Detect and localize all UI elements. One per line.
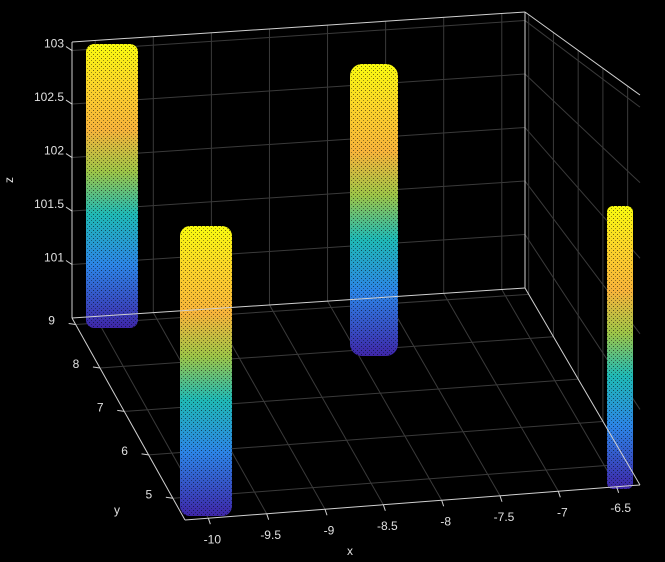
grid-line: [71, 180, 526, 212]
point-cloud: [86, 44, 633, 516]
y-tick: [117, 409, 125, 412]
x-tick-label: -8.5: [377, 519, 398, 533]
box-edge: [71, 287, 526, 319]
grid-line: [327, 300, 443, 501]
z-tick: [65, 206, 73, 212]
grid-line: [71, 20, 526, 52]
axis-layer: -10 -9.5 -9 -8.5 -8 -7.5 -7 -6.5 5 6 7 8 9 101 101.5 10…: [34, 11, 641, 546]
x-tick: [441, 500, 445, 507]
z-tick: [65, 260, 73, 265]
x-axis-label: x: [347, 544, 353, 558]
x-tick-label: -7: [557, 505, 568, 519]
trunk-texture: [180, 226, 232, 516]
x-tick-label: -6.5: [610, 501, 631, 515]
x-tick-label: -7.5: [494, 510, 515, 524]
x-tick: [499, 495, 503, 502]
grid-line: [385, 296, 501, 497]
x-tick-label: -9: [324, 523, 335, 537]
z-tick-label: 102: [44, 144, 64, 158]
x-tick: [557, 491, 561, 498]
y-tick-label: 9: [48, 314, 55, 328]
grid-line: [501, 289, 618, 488]
y-tick-label: 8: [73, 357, 80, 371]
z-tick-label: 101: [44, 251, 64, 265]
y-axis-label: y: [114, 503, 120, 517]
y-tick: [141, 453, 149, 456]
x-tick-label: -9.5: [260, 528, 281, 542]
x-tick: [207, 518, 211, 525]
z-tick-label: 101.5: [34, 197, 64, 211]
z-tick-label: 102.5: [34, 90, 64, 104]
grid-line: [269, 304, 384, 505]
box-edge: [524, 11, 641, 96]
y-tick-label: 5: [146, 487, 153, 501]
y-tick: [92, 366, 101, 369]
grid-line: [99, 336, 554, 369]
trunk-texture: [86, 44, 138, 328]
z-tick: [65, 46, 73, 51]
grid-line: [71, 73, 526, 105]
y-tick-label: 7: [97, 401, 104, 415]
z-axis-label: z: [2, 177, 16, 183]
y-tick: [165, 496, 173, 499]
x-tick-label: -10: [204, 532, 222, 546]
grid-line: [443, 293, 559, 492]
box-edge: [71, 317, 186, 521]
trunk-texture: [607, 206, 633, 489]
grid-line: [524, 73, 641, 184]
trunk-texture: [350, 64, 398, 356]
z-tick: [65, 99, 73, 105]
x-tick: [382, 504, 386, 511]
grid-line: [71, 234, 526, 266]
box-edge: [71, 11, 526, 43]
box-edge: [524, 287, 641, 486]
x-tick: [266, 513, 270, 520]
grid-line: [524, 20, 641, 108]
box-edge: [184, 484, 641, 521]
z-tick-label: 103: [44, 37, 64, 51]
x-tick: [324, 509, 328, 516]
grid-line: [75, 293, 529, 326]
z-tick: [65, 153, 73, 158]
y-tick: [68, 323, 76, 326]
grid-line: [172, 463, 628, 499]
x-tick: [616, 486, 620, 493]
x-tick-label: -8: [440, 514, 451, 528]
grid-line: [71, 127, 526, 159]
y-tick-label: 6: [121, 444, 128, 458]
